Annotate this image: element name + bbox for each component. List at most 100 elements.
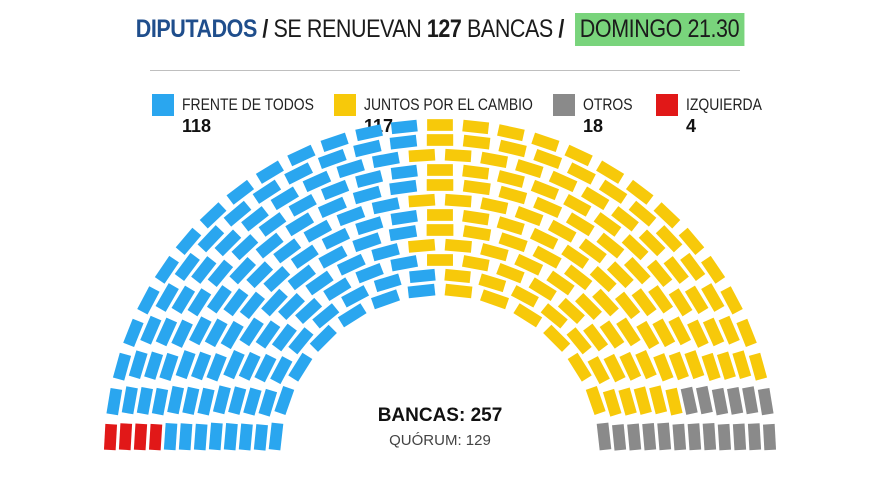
seat <box>226 179 255 205</box>
seat <box>462 119 490 135</box>
seat <box>352 232 382 253</box>
seat <box>188 316 212 346</box>
seat <box>642 423 657 451</box>
seat <box>255 160 284 184</box>
seat <box>564 264 593 291</box>
seat <box>390 209 418 226</box>
seat <box>427 254 453 266</box>
seat <box>288 352 313 382</box>
seat <box>514 206 544 227</box>
legend-count-otros: 18 <box>583 116 604 136</box>
seat <box>178 423 193 451</box>
seat <box>496 263 525 284</box>
seat <box>747 423 762 451</box>
seat <box>427 119 453 131</box>
seat <box>665 387 683 416</box>
seat <box>197 225 225 253</box>
seat <box>444 238 472 253</box>
seat <box>540 303 568 329</box>
header-divider <box>150 70 740 71</box>
seat <box>254 353 277 383</box>
headline-count: 127 <box>426 14 462 43</box>
seat <box>462 209 490 226</box>
seat <box>220 320 244 350</box>
seat <box>336 206 366 227</box>
headline-chamber: DIPUTADOS <box>135 14 258 43</box>
seat <box>337 303 367 328</box>
legend-count-frente: 118 <box>182 116 212 136</box>
seat <box>702 422 717 451</box>
seat <box>239 291 266 320</box>
seat <box>318 245 348 269</box>
seat <box>496 170 525 188</box>
headline-time-badge: DOMINGO 21.30 <box>574 12 745 46</box>
seat <box>137 286 160 315</box>
seat <box>223 288 249 317</box>
seat <box>427 164 453 176</box>
seat <box>627 423 642 451</box>
seat <box>623 257 651 285</box>
seat <box>718 315 740 345</box>
seat <box>197 387 215 416</box>
seat <box>695 385 713 415</box>
seat <box>663 256 689 284</box>
seat <box>603 353 626 383</box>
seat <box>263 266 291 293</box>
seat <box>672 423 687 451</box>
seat <box>498 185 528 205</box>
seat <box>253 424 268 451</box>
seat <box>563 193 592 217</box>
seat <box>106 387 123 416</box>
seat <box>261 288 288 317</box>
seat <box>611 206 639 232</box>
seat <box>680 252 706 281</box>
seat <box>720 286 743 315</box>
seat <box>444 283 473 299</box>
seat <box>223 423 238 451</box>
seat <box>726 387 744 415</box>
seat <box>389 134 418 150</box>
seat <box>514 253 544 276</box>
seat <box>206 285 232 314</box>
seat <box>229 257 257 285</box>
seat <box>596 160 625 184</box>
seat <box>155 283 179 312</box>
seat <box>631 288 657 317</box>
seat <box>575 293 602 320</box>
seat <box>320 179 350 201</box>
seat <box>193 423 208 451</box>
seat <box>206 353 227 382</box>
legend-swatch-izquierda <box>656 94 678 116</box>
seat <box>388 225 418 242</box>
seat <box>736 318 757 348</box>
seat <box>748 352 768 381</box>
seat <box>480 243 509 262</box>
seat <box>612 424 627 451</box>
seat <box>652 318 676 348</box>
seat <box>270 186 299 211</box>
seat <box>678 227 705 255</box>
seat <box>701 283 725 312</box>
seat <box>628 200 657 227</box>
legend-label-izquierda: IZQUIERDA <box>686 95 762 114</box>
seat <box>497 124 525 142</box>
seat <box>121 386 138 415</box>
seat <box>585 385 606 416</box>
seat <box>408 148 436 163</box>
seat <box>182 386 200 415</box>
seat <box>687 423 702 451</box>
seat <box>355 124 383 142</box>
seat <box>128 350 148 380</box>
seat <box>268 422 284 451</box>
seat <box>287 264 316 291</box>
seat <box>136 387 154 415</box>
seat <box>684 350 705 380</box>
seat <box>561 244 590 269</box>
seat <box>341 285 370 308</box>
seat <box>621 234 649 261</box>
seat <box>547 219 577 243</box>
seat <box>238 423 253 451</box>
seat <box>589 266 617 293</box>
seat <box>655 225 683 253</box>
seat <box>284 162 314 185</box>
